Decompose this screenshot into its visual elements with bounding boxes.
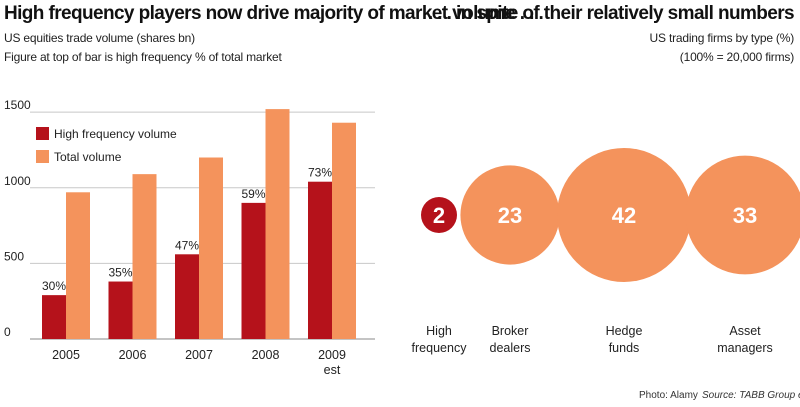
x-tick-label: 2006 [119,348,147,362]
x-tick-label: 2008 [252,348,280,362]
y-tick-label: 0 [4,325,11,339]
photo-credit: Photo: Alamy [639,390,698,401]
bar-percent-label: 35% [108,266,132,280]
bar-percent-label: 30% [42,279,66,293]
bubble-1 [421,197,457,233]
bubble-4 [685,155,800,275]
bubble-value-label: 2 [433,203,445,228]
y-tick-label: 1500 [4,98,31,112]
right-chart-title: . . . in spite of their relatively small… [427,3,795,24]
bar-high-frequency [308,181,332,339]
x-tick-label-extra: est [324,363,341,377]
bubble-category-label: managers [717,341,773,355]
legend-swatch-high-frequency [36,127,49,140]
bar-total-volume [332,122,356,340]
bar-high-frequency [108,281,133,339]
right-chart-note: (100% = 20,000 firms) [679,50,794,64]
bubble-category-label: Broker [492,324,529,338]
source-credit: Source: TABB Group estimate [702,390,800,401]
bar-total-volume [265,109,290,339]
y-tick-label: 1000 [4,174,31,188]
bar-high-frequency [175,254,199,339]
bubble-value-label: 23 [498,203,522,228]
left-chart-subtitle: US equities trade volume (shares bn) [4,31,195,45]
bubble-category-label: funds [609,341,640,355]
bar-total-volume [132,174,157,339]
bar-percent-label: 47% [175,238,199,252]
right-chart-subtitle: US trading firms by type (%) [649,31,795,45]
bar-high-frequency [42,295,66,339]
bubble-category-label: High [426,324,452,338]
bubble-category-label: frequency [412,341,468,355]
source-text: Source: TABB Group estimate [702,390,800,401]
y-tick-label: 500 [4,249,24,263]
left-chart-note: Figure at top of bar is high frequency %… [4,50,282,64]
bar-percent-label: 59% [241,187,265,201]
x-tick-label: 2005 [52,348,80,362]
bubble-category-label: Hedge [606,324,643,338]
bubble-category-label: dealers [490,341,531,355]
bubble-2 [460,165,560,265]
legend-label-high-frequency: High frequency volume [54,127,177,141]
legend-swatch-total-volume [36,150,49,163]
left-chart-title: High frequency players now drive majorit… [4,3,544,24]
bubble-3 [557,148,691,282]
bar-total-volume [199,157,223,339]
x-tick-label: 2009 [318,348,346,362]
bar-percent-label: 73% [308,166,332,180]
bubble-value-label: 33 [733,203,757,228]
x-tick-label: 2007 [185,348,213,362]
bubble-category-label: Asset [729,324,761,338]
bubble-value-label: 42 [612,203,636,228]
legend-label-total-volume: Total volume [54,150,122,164]
bar-high-frequency [241,202,266,339]
bar-total-volume [66,192,90,339]
